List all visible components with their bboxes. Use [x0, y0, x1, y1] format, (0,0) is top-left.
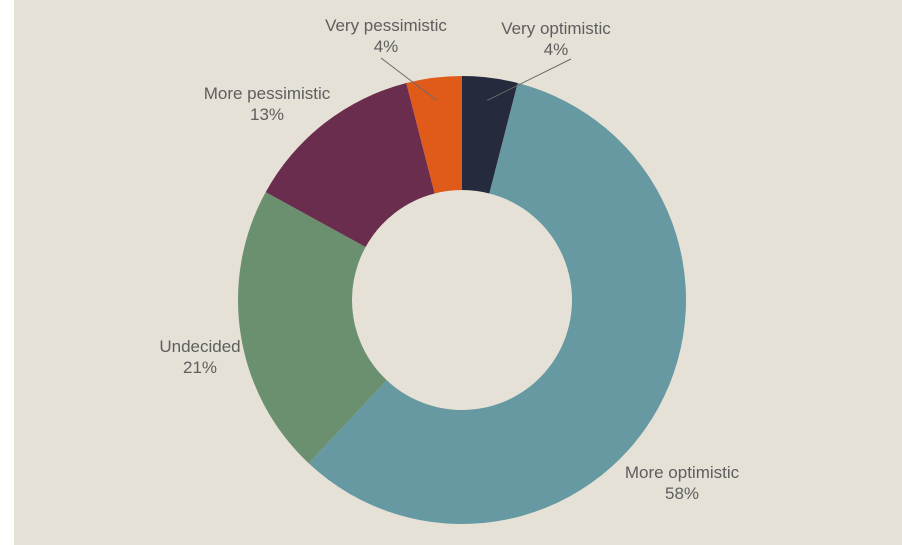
- slice-undecided: [237, 192, 387, 464]
- leader-lines-group: [380, 57, 572, 101]
- slice-label-more-pessimistic: More pessimistic: [204, 84, 331, 103]
- slice-very-optimistic: [462, 76, 518, 194]
- slice-value-more-optimistic: 58%: [665, 484, 699, 503]
- leader-line-very-pessimistic: [380, 57, 438, 101]
- labels-group: Very optimistic 4% More optimistic 58% Undec…: [159, 16, 739, 503]
- slice-more-optimistic: [308, 83, 686, 524]
- slice-value-very-optimistic: 4%: [544, 40, 569, 59]
- slices-group: [237, 76, 686, 524]
- slice-label-very-optimistic: Very optimistic: [501, 19, 611, 38]
- chart-panel: Very optimistic 4% More optimistic 58% Undec…: [14, 0, 902, 545]
- slice-label-more-optimistic: More optimistic: [625, 463, 740, 482]
- slice-value-undecided: 21%: [183, 358, 217, 377]
- slice-more-pessimistic: [265, 83, 435, 248]
- leader-line-very-optimistic: [486, 58, 572, 101]
- slice-label-very-pessimistic: Very pessimistic: [325, 16, 447, 35]
- slice-value-very-pessimistic: 4%: [374, 37, 399, 56]
- slice-very-pessimistic: [406, 76, 462, 194]
- donut-chart: Very optimistic 4% More optimistic 58% Undec…: [159, 16, 740, 524]
- slice-value-more-pessimistic: 13%: [250, 105, 284, 124]
- slice-label-undecided: Undecided: [159, 337, 240, 356]
